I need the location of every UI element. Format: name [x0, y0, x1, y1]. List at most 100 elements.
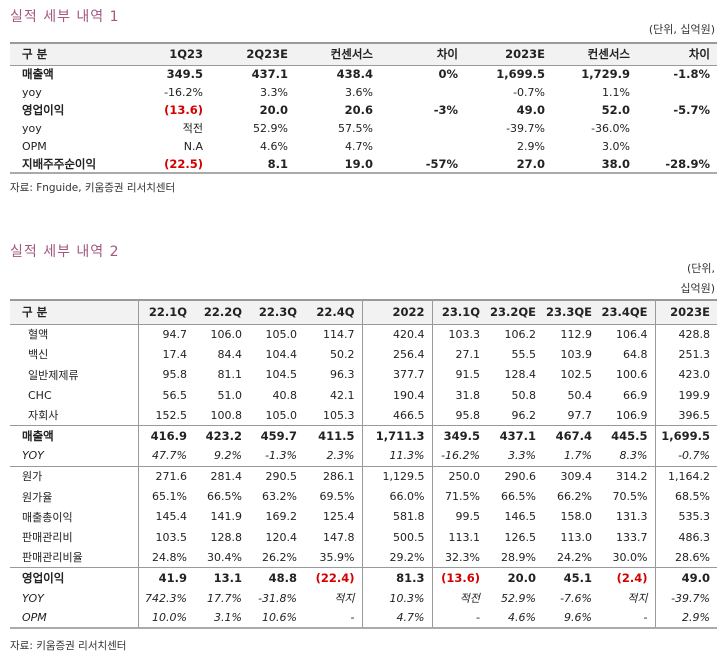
cell-value: 63.2% — [262, 490, 297, 504]
cell-value: (22.4) — [304, 567, 362, 588]
cell-value: 467.4 — [543, 424, 599, 446]
cell-value: (13.6) — [431, 567, 487, 588]
cell-value: 66.5% — [207, 490, 242, 504]
cell-value: 349.5 — [166, 67, 203, 82]
cell-value: 1,129.5 — [361, 465, 432, 487]
cell-value: 4.6% — [260, 139, 288, 153]
cell-value: 112.9 — [560, 327, 593, 341]
cell-value: 27.0 — [516, 156, 545, 171]
cell-value: 251.3 — [654, 344, 717, 365]
cell-value: 64.8 — [623, 347, 648, 361]
cell-value: 26.2% — [262, 550, 297, 564]
cell-value: -1.8% — [673, 67, 710, 82]
header-label: 구 분 — [10, 300, 138, 324]
cell-value: 290.5 — [249, 465, 304, 487]
cell-value: 49.0 — [516, 103, 545, 117]
cell-value: 8.3% — [619, 449, 648, 463]
cell-value: 106.9 — [616, 408, 648, 422]
cell-value: 0% — [438, 67, 458, 82]
table-row: 혈액 94.7 106.0 105.0 114.7 420.4 103.3 106.2 112.… — [10, 324, 717, 345]
row-label: 영업이익 — [22, 103, 65, 117]
cell-value: 105.0 — [265, 408, 298, 422]
cell-value: 131.3 — [616, 510, 648, 524]
cell-value: -1.3% — [265, 449, 297, 463]
table2-unit-line1: (단위, — [686, 262, 715, 275]
cell-value: 3.3% — [260, 85, 288, 99]
cell-value: 32.3% — [431, 547, 487, 568]
cell-value: 35.9% — [319, 550, 355, 564]
table-row: 원가 271.6 281.4 290.5 286.1 1,129.5 250.0 290.6 3… — [10, 465, 717, 487]
cell-value — [637, 83, 717, 101]
cell-value: 411.5 — [304, 424, 362, 446]
cell-value: 286.1 — [304, 465, 362, 487]
cell-value: 459.7 — [249, 424, 304, 446]
cell-value: 50.4 — [567, 388, 593, 402]
cell-value: -0.7% — [513, 85, 545, 99]
cell-value: 3.3% — [508, 449, 536, 463]
cell-value: 106.4 — [616, 327, 648, 341]
cell-value: 95.8 — [431, 405, 487, 426]
cell-value: 28.6% — [654, 547, 717, 568]
cell-value: 428.8 — [654, 324, 717, 345]
cell-value: 349.5 — [431, 424, 487, 446]
row-label: 자회사 — [28, 409, 59, 423]
row-label: 지배주주순이익 — [22, 156, 97, 171]
cell-value: 128.4 — [504, 368, 537, 382]
cell-value — [637, 137, 717, 155]
cell-value: 9.6% — [564, 611, 592, 625]
column-header: 22.2Q — [194, 300, 249, 324]
cell-value: (22.5) — [164, 156, 203, 171]
cell-value: 49.0 — [654, 567, 717, 588]
column-header: 23.4QE — [599, 300, 655, 324]
cell-value: 314.2 — [599, 465, 655, 487]
cell-value — [380, 137, 465, 155]
cell-value: 66.0% — [361, 486, 432, 507]
cell-value: 50.8 — [511, 388, 537, 402]
cell-value: 145.4 — [137, 506, 194, 527]
cell-value: 190.4 — [361, 384, 432, 406]
cell-value: 125.4 — [323, 510, 355, 524]
cell-value: 71.5% — [431, 486, 487, 507]
column-header: 23.1Q — [431, 300, 487, 324]
table-row: 매출액 416.9 423.2 459.7 411.5 1,711.3 349.5 437.1… — [10, 424, 717, 446]
cell-value: 106.2 — [504, 327, 537, 341]
cell-value: 158.0 — [560, 510, 593, 524]
column-header: 차이 — [637, 43, 717, 65]
table-row: 일반제제류 95.8 81.1 104.5 96.3 377.7 91.5 128.4 102.… — [10, 364, 717, 385]
cell-value: 28.9% — [501, 550, 536, 564]
cell-value: - — [643, 611, 648, 625]
cell-value: 3.1% — [214, 611, 242, 625]
cell-value: 309.4 — [543, 465, 599, 487]
column-header: 2023E — [465, 43, 552, 65]
cell-value: 24.8% — [137, 547, 194, 568]
cell-value: 47.7% — [137, 445, 194, 467]
cell-value: 96.2 — [511, 408, 537, 422]
table2-source: 자료: 키움증권 리서치센터 — [10, 640, 127, 652]
row-label: 원가율 — [22, 490, 53, 504]
cell-value: -7.6% — [560, 591, 592, 605]
cell-value: 51.0 — [217, 388, 243, 402]
cell-value: 445.5 — [599, 424, 655, 446]
cell-value: 10.3% — [361, 587, 432, 609]
table1-title: 실적 세부 내역 1 — [10, 9, 120, 25]
table-row: 원가율 65.1% 66.5% 63.2% 69.5% 66.0% 71.5% 66.5% 66… — [10, 486, 717, 507]
cell-value: 66.5% — [501, 490, 536, 504]
column-header: 22.1Q — [137, 300, 194, 324]
cell-value: 52.9% — [501, 591, 536, 605]
cell-value: 9.2% — [214, 449, 242, 463]
cell-value: 1,711.3 — [361, 424, 432, 446]
cell-value: 20.0 — [259, 103, 288, 117]
cell-value: 128.8 — [210, 530, 243, 544]
cell-value: 486.3 — [654, 526, 717, 548]
cell-value: 416.9 — [137, 424, 194, 446]
cell-value: 581.8 — [361, 506, 432, 527]
cell-value: 30.4% — [207, 550, 242, 564]
cell-value: -39.7% — [654, 587, 717, 609]
cell-value: 250.0 — [431, 465, 487, 487]
cell-value: 56.5 — [137, 384, 194, 406]
column-header: 2022 — [361, 300, 432, 324]
cell-value: 466.5 — [361, 405, 432, 426]
cell-value: 69.5% — [319, 490, 355, 504]
cell-value: 97.7 — [567, 408, 593, 422]
cell-value: 141.9 — [210, 510, 243, 524]
